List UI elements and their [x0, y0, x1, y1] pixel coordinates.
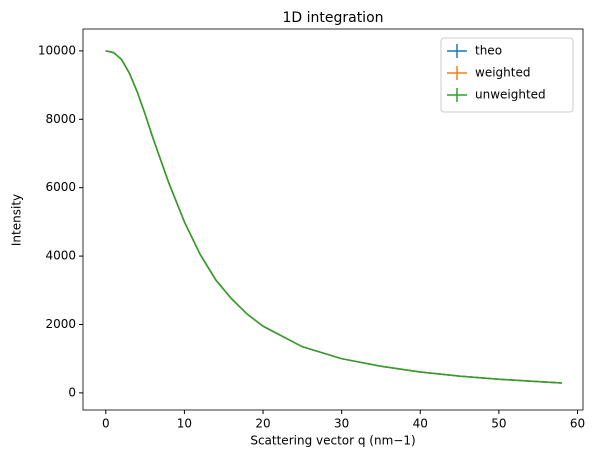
y-tick-label: 8000	[45, 112, 76, 126]
legend-label: weighted	[475, 66, 530, 80]
y-tick-label: 4000	[45, 249, 76, 263]
x-tick-label: 40	[413, 417, 428, 431]
x-axis-label: Scattering vector q (nm−1)	[250, 434, 415, 448]
x-tick-label: 30	[334, 417, 349, 431]
x-tick-label: 0	[102, 417, 110, 431]
y-tick-label: 0	[68, 385, 76, 399]
legend-box	[440, 37, 574, 113]
plot-frame	[82, 28, 584, 411]
legend-label: unweighted	[475, 88, 546, 102]
y-tick-label: 10000	[38, 43, 76, 57]
series-line	[105, 50, 562, 384]
x-tick-label: 20	[255, 417, 270, 431]
chart-title: 1D integration	[282, 10, 383, 26]
y-axis-label: Intensity	[10, 194, 24, 246]
y-tick-label: 6000	[45, 180, 76, 194]
x-tick-label: 50	[491, 417, 506, 431]
legend-label: theo	[475, 44, 502, 58]
x-tick-label: 10	[177, 417, 192, 431]
y-tick-label: 2000	[45, 317, 76, 331]
x-tick-label: 60	[570, 417, 585, 431]
